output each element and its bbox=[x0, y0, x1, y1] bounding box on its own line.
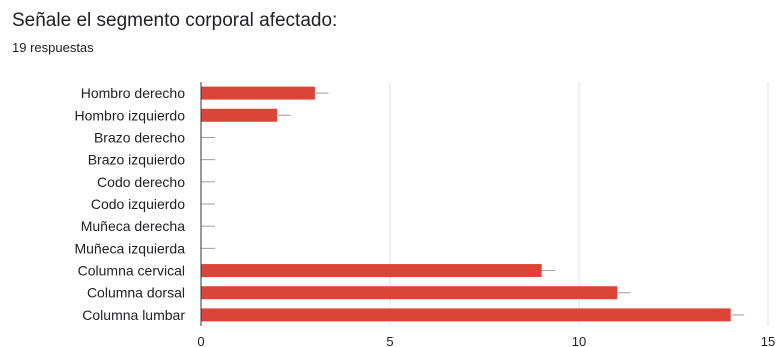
x-tick-label: 15 bbox=[761, 334, 775, 347]
category-label: Codo izquierdo bbox=[91, 196, 185, 212]
category-label: Hombro derecho bbox=[81, 85, 185, 101]
bar bbox=[201, 108, 278, 122]
category-label: Columna cervical bbox=[78, 263, 185, 279]
category-label: Hombro izquierdo bbox=[75, 107, 186, 123]
category-label: Brazo derecho bbox=[94, 129, 185, 145]
x-tick-label: 10 bbox=[572, 334, 586, 347]
bars bbox=[201, 86, 731, 322]
bar bbox=[201, 264, 542, 278]
category-labels: Hombro derecho Hombro izquierdo Brazo dere… bbox=[74, 85, 185, 323]
error-bars bbox=[201, 92, 745, 316]
bar bbox=[201, 86, 315, 100]
bar bbox=[201, 286, 618, 300]
category-label: Muñeca izquierda bbox=[74, 240, 185, 256]
category-label: Brazo izquierdo bbox=[88, 152, 185, 168]
category-label: Codo derecho bbox=[97, 174, 185, 190]
x-tick-label: 0 bbox=[197, 334, 204, 347]
category-label: Columna lumbar bbox=[82, 307, 185, 323]
x-tick-label: 5 bbox=[386, 334, 393, 347]
category-label: Muñeca derecha bbox=[81, 218, 186, 234]
category-label: Columna dorsal bbox=[87, 285, 185, 301]
response-count: 19 respuestas bbox=[12, 40, 94, 55]
bar bbox=[201, 308, 731, 322]
question-title: Señale el segmento corporal afectado: bbox=[12, 10, 338, 31]
x-tick-labels: 0 5 10 15 bbox=[197, 334, 775, 347]
grid-lines bbox=[389, 82, 769, 326]
